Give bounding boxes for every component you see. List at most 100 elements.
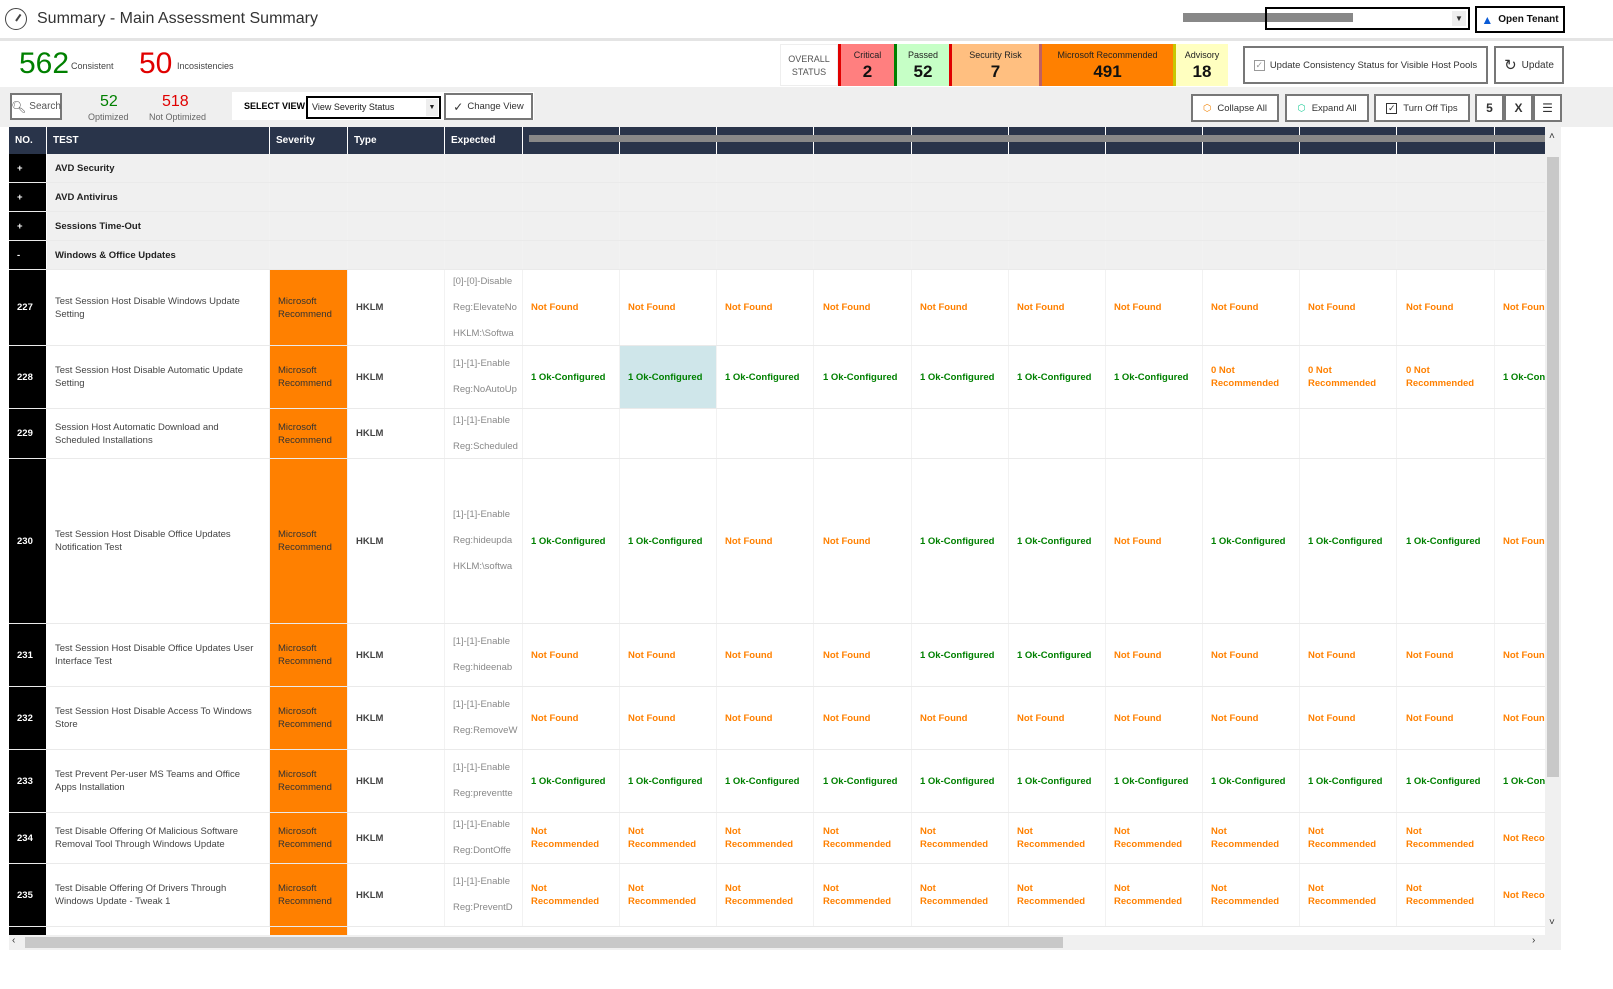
table-row[interactable]: 232 Test Session Host Disable Access To W… bbox=[9, 687, 1545, 750]
vertical-scroll-thumb[interactable] bbox=[1547, 157, 1559, 777]
status-passed[interactable]: Passed 52 bbox=[894, 44, 949, 86]
result-cell[interactable]: 1 Ok-Configured bbox=[912, 459, 1009, 623]
result-cell[interactable] bbox=[523, 409, 620, 458]
status-security-risk[interactable]: Security Risk 7 bbox=[949, 44, 1039, 86]
result-cell[interactable]: Not Found bbox=[523, 270, 620, 345]
horizontal-scrollbar[interactable]: ‹ › bbox=[9, 935, 1561, 950]
result-cell[interactable]: 1 Ok-Configured bbox=[717, 346, 814, 408]
col-severity[interactable]: Severity bbox=[270, 127, 348, 154]
open-tenant-button[interactable]: ▲ Open Tenant bbox=[1475, 6, 1565, 33]
result-cell[interactable]: Not Recommended bbox=[1398, 864, 1495, 926]
result-cell[interactable]: Not Foun bbox=[1495, 270, 1545, 345]
result-cell[interactable]: Not Recommended bbox=[912, 864, 1009, 926]
status-critical[interactable]: Critical 2 bbox=[838, 44, 894, 86]
table-row[interactable]: 234 Test Disable Offering Of Malicious So… bbox=[9, 813, 1545, 864]
result-cell[interactable]: 1 Ok-Configured bbox=[1106, 750, 1203, 812]
result-cell[interactable]: Not Found bbox=[1203, 270, 1300, 345]
result-cell[interactable] bbox=[1106, 409, 1203, 458]
result-cell[interactable]: 1 Ok-Configured bbox=[1398, 459, 1495, 623]
result-cell[interactable] bbox=[1495, 409, 1545, 458]
result-cell[interactable]: Not Recommended bbox=[620, 864, 717, 926]
result-cell[interactable] bbox=[620, 409, 717, 458]
result-cell[interactable]: Not Found bbox=[1300, 270, 1397, 345]
scroll-up-icon[interactable]: ˄ bbox=[1549, 131, 1555, 142]
result-cell[interactable]: 1 Ok-Configured bbox=[1300, 459, 1397, 623]
result-cell[interactable]: 0 Not Recommended bbox=[1300, 346, 1397, 408]
result-cell[interactable]: Not Recommended bbox=[1203, 813, 1300, 863]
group-row[interactable]: + Sessions Time-Out bbox=[9, 212, 1545, 241]
result-cell[interactable]: Not Recommended bbox=[1009, 864, 1106, 926]
result-cell[interactable]: 1 Ok-Configured bbox=[620, 346, 717, 408]
group-toggle[interactable]: - bbox=[9, 241, 47, 269]
group-toggle[interactable]: + bbox=[9, 212, 47, 240]
result-cell[interactable] bbox=[717, 409, 814, 458]
table-row[interactable]: 231 Test Session Host Disable Office Upda… bbox=[9, 624, 1545, 687]
group-toggle[interactable]: + bbox=[9, 183, 47, 211]
result-cell[interactable]: Not Found bbox=[815, 459, 912, 623]
result-cell[interactable]: Not Recommended bbox=[1300, 813, 1397, 863]
result-cell[interactable]: Not Found bbox=[1009, 270, 1106, 345]
result-cell[interactable]: Not Recommended bbox=[1106, 813, 1203, 863]
checkbox-icon[interactable]: ✓ bbox=[1253, 59, 1265, 71]
result-cell[interactable]: Not Found bbox=[717, 459, 814, 623]
table-row[interactable]: 230 Test Session Host Disable Office Upda… bbox=[9, 459, 1545, 624]
result-cell[interactable]: 1 Ok-Configured bbox=[1009, 750, 1106, 812]
status-advisory[interactable]: Advisory 18 bbox=[1173, 44, 1228, 86]
result-cell[interactable]: Not Foun bbox=[1495, 459, 1545, 623]
chevron-down-icon[interactable]: ▼ bbox=[426, 99, 438, 116]
result-cell[interactable]: Not Found bbox=[717, 270, 814, 345]
scroll-right-icon[interactable]: › bbox=[1532, 935, 1536, 946]
result-cell[interactable]: Not Found bbox=[523, 624, 620, 686]
col-no[interactable]: NO. bbox=[9, 127, 47, 154]
turn-off-tips-button[interactable]: ✓ Turn Off Tips bbox=[1374, 94, 1470, 122]
horizontal-scroll-thumb[interactable] bbox=[25, 937, 1063, 948]
result-cell[interactable]: Not Recomm bbox=[1495, 813, 1545, 863]
result-cell[interactable]: 1 Ok-Configured bbox=[523, 346, 620, 408]
result-cell[interactable] bbox=[1009, 409, 1106, 458]
group-row[interactable]: - Windows & Office Updates bbox=[9, 241, 1545, 270]
result-cell[interactable]: Not Found bbox=[1300, 624, 1397, 686]
result-cell[interactable]: 1 Ok-Configured bbox=[815, 346, 912, 408]
result-cell[interactable]: 1 Ok-Configured bbox=[912, 624, 1009, 686]
result-cell[interactable]: Not Found bbox=[912, 270, 1009, 345]
view-select[interactable]: View Severity Status ▼ bbox=[306, 96, 441, 119]
result-cell[interactable]: 1 Ok-Configured bbox=[1203, 459, 1300, 623]
result-cell[interactable]: Not Found bbox=[620, 687, 717, 749]
result-cell[interactable]: Not Found bbox=[1203, 687, 1300, 749]
result-cell[interactable]: 1 Ok-Con bbox=[1495, 750, 1545, 812]
result-cell[interactable]: Not Found bbox=[620, 624, 717, 686]
result-cell[interactable]: 1 Ok-Configured bbox=[1300, 750, 1397, 812]
table-row[interactable]: 233 Test Prevent Per-user MS Teams and Of… bbox=[9, 750, 1545, 813]
result-cell[interactable]: Not Recommended bbox=[1106, 864, 1203, 926]
result-cell[interactable]: 1 Ok-Configured bbox=[1106, 346, 1203, 408]
result-cell[interactable]: Not Found bbox=[1300, 687, 1397, 749]
result-cell[interactable]: Not Found bbox=[815, 624, 912, 686]
col-expected[interactable]: Expected bbox=[445, 127, 523, 154]
result-cell[interactable]: Not Recommended bbox=[523, 813, 620, 863]
result-cell[interactable]: 1 Ok-Con bbox=[1495, 346, 1545, 408]
result-cell[interactable]: 1 Ok-Configured bbox=[620, 459, 717, 623]
result-cell[interactable] bbox=[1300, 409, 1397, 458]
result-cell[interactable] bbox=[815, 409, 912, 458]
result-cell[interactable]: Not Recommended bbox=[912, 813, 1009, 863]
chevron-down-icon[interactable]: ▼ bbox=[1452, 11, 1466, 26]
result-cell[interactable]: Not Recommended bbox=[815, 813, 912, 863]
table-row[interactable]: 235 Test Disable Offering Of Drivers Thro… bbox=[9, 864, 1545, 927]
expand-all-button[interactable]: ⬡ Expand All bbox=[1285, 94, 1369, 122]
result-cell[interactable]: Not Found bbox=[1398, 270, 1495, 345]
result-cell[interactable]: Not Recommended bbox=[620, 813, 717, 863]
result-cell[interactable]: 1 Ok-Configured bbox=[523, 459, 620, 623]
result-cell[interactable]: Not Found bbox=[1106, 624, 1203, 686]
result-cell[interactable]: Not Found bbox=[1203, 624, 1300, 686]
result-cell[interactable]: 1 Ok-Configured bbox=[1009, 624, 1106, 686]
tenant-select[interactable]: ▼ bbox=[1265, 7, 1470, 30]
result-cell[interactable]: Not Found bbox=[1398, 687, 1495, 749]
result-cell[interactable]: Not Found bbox=[1009, 687, 1106, 749]
update-button[interactable]: ↻ Update bbox=[1494, 46, 1564, 84]
result-cell[interactable]: 1 Ok-Configured bbox=[1203, 750, 1300, 812]
result-cell[interactable]: Not Found bbox=[523, 687, 620, 749]
collapse-all-button[interactable]: ⬡ Collapse All bbox=[1191, 94, 1279, 122]
checkbox-icon[interactable]: ✓ bbox=[1386, 102, 1398, 114]
result-cell[interactable] bbox=[1398, 409, 1495, 458]
result-cell[interactable]: 1 Ok-Configured bbox=[815, 750, 912, 812]
